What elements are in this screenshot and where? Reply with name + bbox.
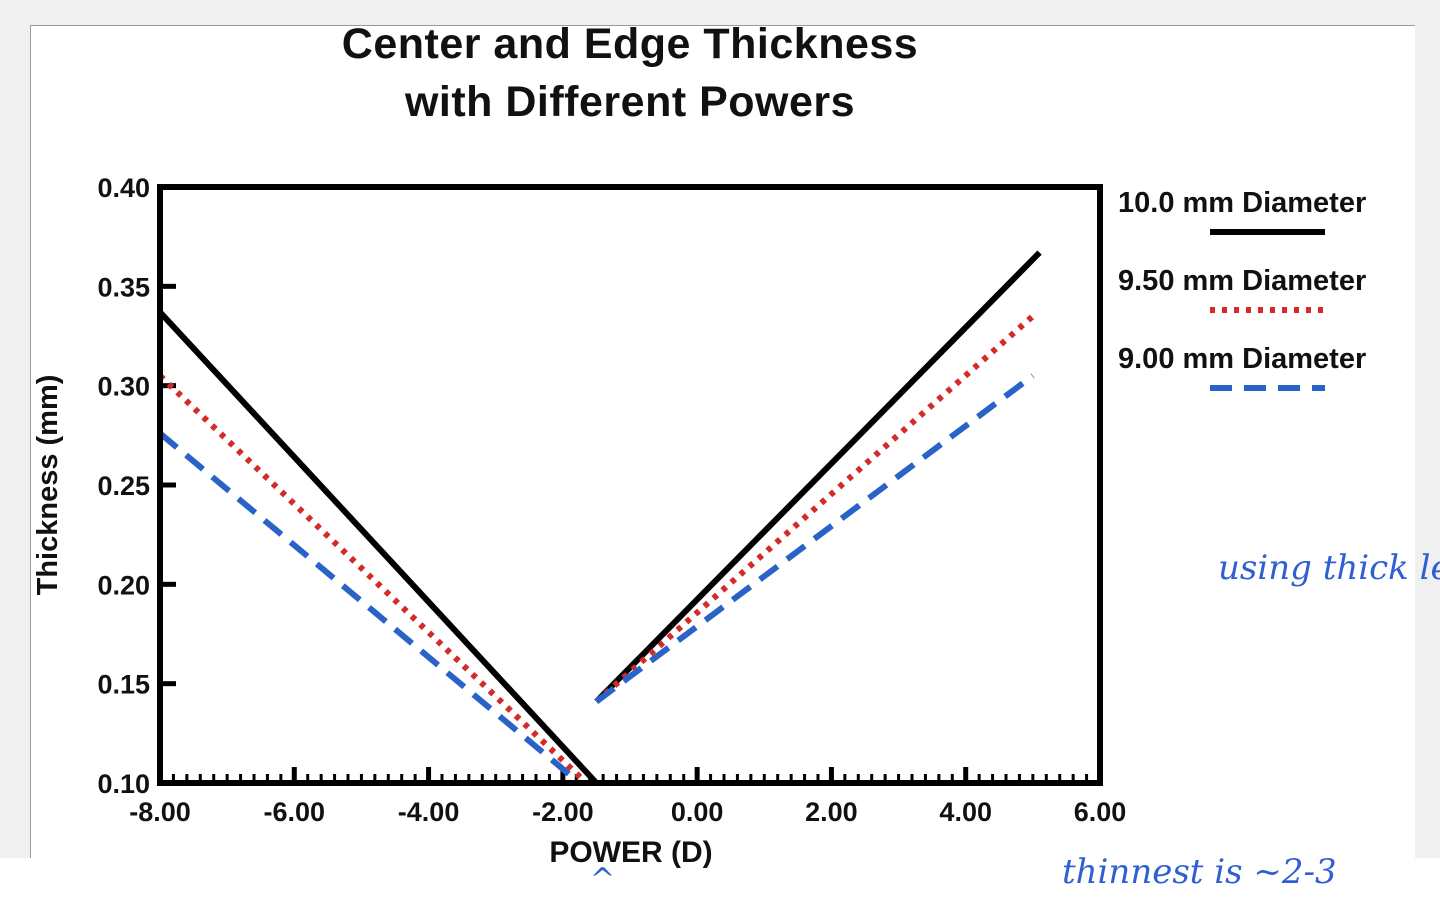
x-tick-label: 6.00 bbox=[1074, 797, 1127, 827]
y-tick-label: 0.15 bbox=[97, 670, 150, 700]
x-tick-label: 0.00 bbox=[671, 797, 724, 827]
series-line-1-segment-2 bbox=[594, 250, 1042, 704]
series-line-2-segment-2 bbox=[594, 313, 1035, 704]
axis-ticks bbox=[157, 184, 1103, 786]
tick-labels: -8.00 -6.00 -4.00 -2.00 0.00 2.00 4.00 6.00 0.10… bbox=[97, 173, 1126, 827]
x-tick-label: -4.00 bbox=[398, 797, 460, 827]
handwritten-note-bottom: thinnest is ~2-3 bbox=[1062, 852, 1337, 892]
x-axis-label: POWER (D) bbox=[549, 836, 712, 869]
y-tick-label: 0.25 bbox=[97, 471, 150, 501]
y-tick-label: 0.40 bbox=[97, 173, 150, 203]
legend: 10.0 mm Diameter 9.50 mm Diameter 9.00 mm … bbox=[1118, 187, 1366, 391]
handwritten-note-right: using thick lens bbox=[1218, 548, 1440, 588]
x-tick-label: 2.00 bbox=[805, 797, 858, 827]
y-axis-label: Thickness (mm) bbox=[32, 375, 64, 596]
x-tick-label: -2.00 bbox=[532, 797, 594, 827]
x-tick-label: -6.00 bbox=[264, 797, 326, 827]
chart-title-line-2: with Different Powers bbox=[404, 78, 856, 126]
y-tick-label: 0.30 bbox=[97, 372, 150, 402]
y-tick-label: 0.10 bbox=[97, 769, 150, 799]
y-tick-label: 0.20 bbox=[97, 570, 150, 600]
chart-title-line-1: Center and Edge Thickness bbox=[341, 20, 919, 68]
series-line-1-segment-1 bbox=[157, 310, 599, 786]
chart-frame bbox=[30, 25, 1415, 866]
y-tick-label: 0.35 bbox=[97, 272, 150, 302]
x-tick-label: -8.00 bbox=[129, 797, 191, 827]
legend-label-2: 9.50 mm Diameter bbox=[1118, 265, 1366, 297]
handwritten-arrow-mark: ^ bbox=[590, 862, 616, 897]
legend-label-3: 9.00 mm Diameter bbox=[1118, 343, 1366, 375]
page-bottom-strip bbox=[0, 858, 1440, 898]
plot-area-border bbox=[157, 184, 1103, 786]
x-tick-label: 4.00 bbox=[939, 797, 992, 827]
series-layer bbox=[157, 250, 1042, 786]
series-line-3-segment-2 bbox=[594, 373, 1035, 704]
series-line-2-segment-1 bbox=[157, 373, 589, 786]
series-line-3-segment-1 bbox=[158, 431, 582, 786]
legend-label-1: 10.0 mm Diameter bbox=[1118, 187, 1366, 219]
